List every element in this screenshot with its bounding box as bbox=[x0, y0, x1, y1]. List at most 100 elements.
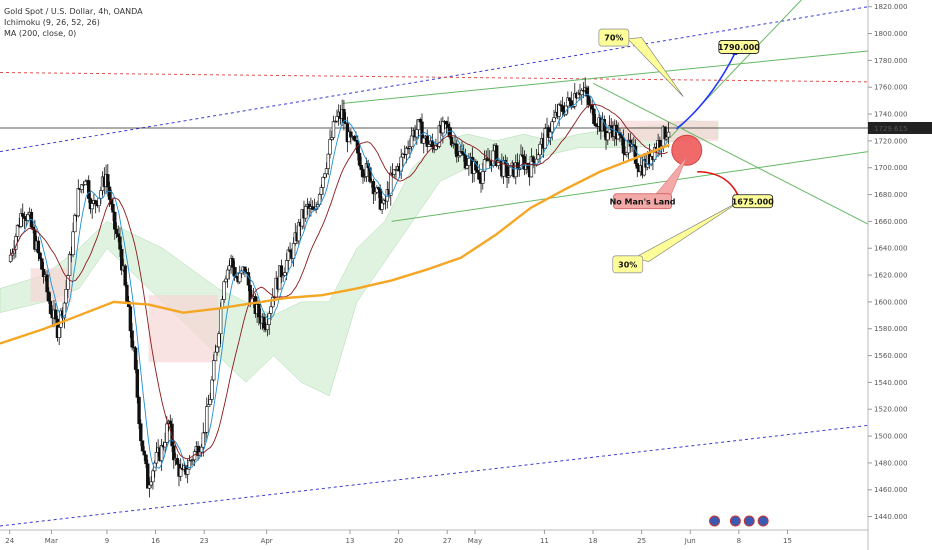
candle bbox=[149, 481, 153, 486]
candle bbox=[538, 143, 542, 156]
candle bbox=[663, 126, 667, 140]
callout-30-label: 30% bbox=[618, 260, 637, 269]
x-tick-label: May bbox=[468, 537, 482, 545]
candle bbox=[633, 145, 638, 164]
candle bbox=[22, 216, 27, 219]
y-tick-label: 1820.000 bbox=[874, 3, 907, 11]
candle bbox=[48, 300, 53, 314]
candle bbox=[481, 171, 485, 184]
y-tick-label: 1540.000 bbox=[874, 379, 907, 387]
candle bbox=[231, 258, 235, 268]
candle bbox=[324, 168, 329, 175]
callout-70-box bbox=[598, 28, 630, 47]
candle bbox=[531, 156, 535, 162]
candle bbox=[319, 187, 324, 195]
symbol-title[interactable]: Gold Spot / U.S. Dollar, 4h, OANDA bbox=[4, 7, 143, 16]
candle bbox=[257, 304, 261, 318]
candle bbox=[225, 269, 230, 280]
candle bbox=[81, 184, 86, 186]
candle bbox=[83, 180, 87, 185]
candle bbox=[147, 484, 152, 489]
last-price-tag bbox=[868, 121, 932, 134]
candle bbox=[552, 117, 556, 122]
candle bbox=[265, 324, 270, 331]
callout-nml-box bbox=[613, 193, 672, 210]
candle bbox=[304, 206, 308, 219]
wedge-top bbox=[342, 50, 869, 104]
candle bbox=[67, 253, 72, 276]
candle bbox=[66, 275, 70, 290]
candle bbox=[323, 173, 327, 178]
candle bbox=[201, 432, 205, 448]
candle bbox=[573, 93, 577, 107]
candle bbox=[118, 236, 122, 250]
ma-legend[interactable]: MA (200, close, 0) bbox=[4, 29, 77, 38]
candle bbox=[206, 404, 211, 407]
candle bbox=[557, 104, 561, 117]
y-tick-label: 1760.000 bbox=[874, 84, 907, 92]
candle bbox=[76, 188, 80, 217]
candle bbox=[494, 145, 499, 167]
candle bbox=[449, 136, 454, 146]
candle bbox=[8, 254, 13, 262]
candle bbox=[212, 360, 216, 381]
candle bbox=[113, 211, 117, 230]
candle bbox=[151, 470, 155, 483]
candle bbox=[222, 281, 226, 300]
candle bbox=[139, 423, 143, 442]
candle bbox=[567, 97, 572, 101]
target-up-box bbox=[718, 40, 760, 54]
projection-down bbox=[697, 170, 740, 198]
candle bbox=[519, 154, 523, 170]
x-tick-label: 24 bbox=[5, 537, 14, 545]
candle bbox=[321, 177, 325, 188]
ma200-line bbox=[0, 143, 670, 345]
chart-legend: Gold Spot / U.S. Dollar, 4h, OANDA Ichim… bbox=[4, 6, 143, 39]
x-tick-label: 23 bbox=[200, 537, 209, 545]
candle bbox=[291, 243, 296, 259]
candle bbox=[123, 265, 127, 286]
candle bbox=[415, 129, 419, 138]
candle bbox=[128, 306, 133, 332]
candle bbox=[54, 309, 58, 320]
candle bbox=[352, 136, 357, 141]
candle bbox=[409, 135, 414, 148]
candle bbox=[137, 397, 141, 425]
candle bbox=[441, 121, 445, 134]
ichimoku-legend[interactable]: Ichimoku (9, 26, 52, 26) bbox=[4, 18, 100, 27]
target-down-label: 1675.000 bbox=[732, 197, 774, 206]
candle bbox=[455, 143, 459, 158]
x-tick-label: 13 bbox=[346, 537, 355, 545]
candle bbox=[111, 203, 115, 213]
candle bbox=[179, 467, 183, 477]
candle bbox=[227, 265, 232, 271]
candle bbox=[590, 104, 594, 110]
candle bbox=[215, 346, 219, 353]
tenkan-line bbox=[9, 93, 669, 469]
candle bbox=[135, 369, 140, 398]
candle bbox=[40, 258, 44, 270]
candle bbox=[606, 132, 610, 141]
candle bbox=[271, 296, 275, 308]
candle bbox=[87, 180, 91, 199]
candle bbox=[357, 152, 362, 166]
candle bbox=[507, 175, 511, 178]
y-tick-label: 1660.000 bbox=[874, 218, 907, 226]
candle bbox=[550, 121, 554, 133]
candle bbox=[99, 190, 103, 199]
candle bbox=[90, 203, 94, 210]
candle bbox=[208, 399, 212, 405]
target-up-label: 1790.000 bbox=[718, 43, 760, 52]
y-tick-label: 1780.000 bbox=[874, 57, 907, 65]
candle bbox=[142, 450, 146, 456]
y-tick-label: 1520.000 bbox=[874, 406, 907, 414]
callout-70-pointer bbox=[627, 37, 684, 97]
candle bbox=[281, 275, 285, 278]
resistance-red bbox=[0, 71, 869, 83]
candle bbox=[168, 420, 173, 425]
candle bbox=[328, 139, 332, 155]
candle bbox=[71, 231, 75, 256]
candle bbox=[224, 278, 228, 283]
event-icon-1 bbox=[709, 515, 721, 527]
